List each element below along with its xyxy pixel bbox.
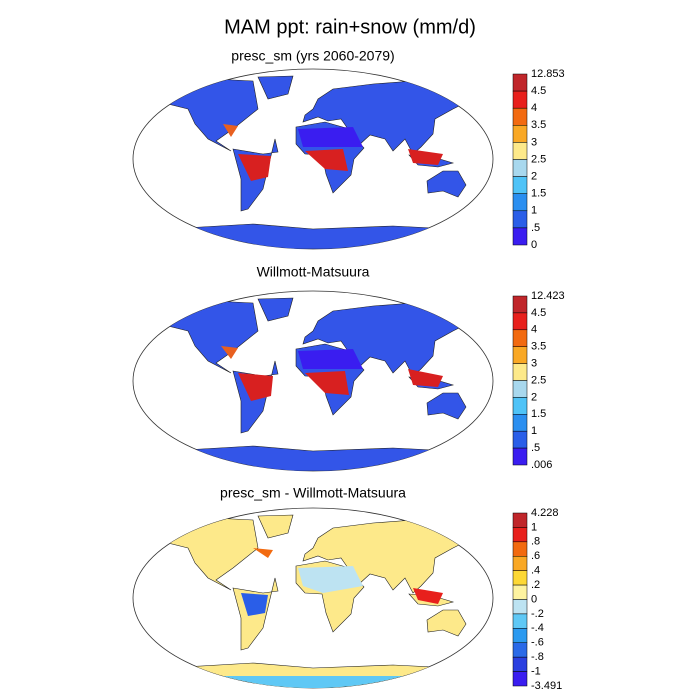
colorbar-label: -.4 bbox=[531, 622, 544, 634]
colorbar-box bbox=[512, 613, 528, 629]
anomaly-region bbox=[241, 593, 268, 616]
colorbar-label: 3 bbox=[531, 358, 537, 370]
colorbar-box bbox=[512, 584, 528, 600]
colorbar-label: .2 bbox=[531, 579, 540, 591]
colorbar-label: .6 bbox=[531, 550, 540, 562]
colorbar-box bbox=[512, 656, 528, 672]
colorbar-label: 1.5 bbox=[531, 188, 546, 200]
colorbar-box bbox=[512, 671, 528, 687]
colorbar-box bbox=[512, 628, 528, 643]
accent bbox=[221, 346, 443, 401]
colorbar-box bbox=[512, 541, 528, 557]
anomaly-region bbox=[298, 566, 363, 593]
colorbar-box bbox=[512, 380, 528, 398]
colorbar-box bbox=[512, 193, 528, 212]
colorbar-label: .006 bbox=[531, 459, 552, 471]
colorbar-box bbox=[512, 329, 528, 347]
map-panel bbox=[132, 68, 494, 250]
panel-title: presc_sm (yrs 2060-2079) bbox=[231, 48, 394, 64]
colorbar-label: 3 bbox=[531, 136, 537, 148]
wet-region bbox=[305, 149, 348, 171]
colorbar-box bbox=[512, 73, 528, 92]
colorbar-label: -.8 bbox=[531, 651, 544, 663]
colorbar-box bbox=[512, 527, 528, 543]
wet-region bbox=[408, 369, 443, 387]
map-panel bbox=[132, 507, 494, 689]
colorbar-box bbox=[512, 642, 528, 658]
colorbar-label: .5 bbox=[531, 442, 540, 454]
panel-title: presc_sm - Willmott-Matsuura bbox=[220, 485, 406, 501]
colorbar-box bbox=[512, 414, 528, 432]
anomaly-region bbox=[253, 548, 273, 558]
panel-title: Willmott-Matsuura bbox=[257, 264, 370, 280]
colorbar-label: 4.5 bbox=[531, 307, 546, 319]
wet-region bbox=[238, 154, 271, 181]
dry-region bbox=[298, 127, 363, 147]
map-panel bbox=[132, 290, 494, 472]
colorbar-box bbox=[512, 397, 528, 415]
wet-region bbox=[305, 371, 349, 395]
dry-region bbox=[298, 349, 363, 369]
colorbar-label: 2.5 bbox=[531, 153, 546, 165]
wet-region bbox=[221, 346, 238, 359]
colorbar-label: 4 bbox=[531, 102, 537, 114]
colorbar-label: 3.5 bbox=[531, 341, 546, 353]
colorbar-label: -.6 bbox=[531, 637, 544, 649]
colorbar-label: 0 bbox=[531, 239, 537, 251]
anomaly-region bbox=[133, 676, 493, 688]
colorbar-box bbox=[512, 142, 528, 160]
colorbar-label: -.2 bbox=[531, 608, 544, 620]
colorbar-box bbox=[512, 312, 528, 331]
colorbar-label: 3.5 bbox=[531, 119, 546, 131]
colorbar-label: 2.5 bbox=[531, 374, 546, 386]
colorbar-box bbox=[512, 556, 528, 571]
colorbar-label: .4 bbox=[531, 565, 540, 577]
colorbar-label: .5 bbox=[531, 222, 540, 234]
figure-title: MAM ppt: rain+snow (mm/d) bbox=[224, 16, 476, 38]
colorbar-box bbox=[512, 90, 528, 109]
colorbar-box bbox=[512, 570, 528, 586]
colorbar-label: 0 bbox=[531, 593, 537, 605]
colorbar-box bbox=[512, 363, 528, 381]
colorbar-box bbox=[512, 346, 528, 364]
colorbar-label: 12.423 bbox=[531, 290, 565, 302]
colorbar-label: 4 bbox=[531, 324, 537, 336]
colorbar-box bbox=[512, 176, 528, 194]
colorbar-label: 2 bbox=[531, 171, 537, 183]
anomaly-region bbox=[413, 588, 443, 604]
colorbar-label: 4.228 bbox=[531, 507, 559, 519]
colorbar-label: 12.853 bbox=[531, 68, 565, 80]
colorbar-label: -3.491 bbox=[531, 680, 562, 692]
colorbar-label: -1 bbox=[531, 665, 541, 677]
colorbar-box bbox=[512, 295, 528, 314]
colorbar-box bbox=[512, 227, 528, 246]
colorbar-label: .8 bbox=[531, 536, 540, 548]
colorbar-box bbox=[512, 599, 528, 615]
wet-region bbox=[223, 124, 238, 137]
colorbar-box bbox=[512, 107, 528, 126]
colorbar-label: 1 bbox=[531, 521, 537, 533]
colorbar-box bbox=[512, 430, 528, 449]
colorbar-label: 1.5 bbox=[531, 408, 546, 420]
colorbar-box bbox=[512, 125, 528, 143]
colorbar-box bbox=[512, 210, 528, 229]
wet-region bbox=[408, 149, 443, 165]
wet-region bbox=[238, 373, 273, 401]
colorbar-label: 1 bbox=[531, 205, 537, 217]
colorbar-box bbox=[512, 447, 528, 466]
colorbar-label: 1 bbox=[531, 425, 537, 437]
colorbar-box bbox=[512, 512, 528, 528]
colorbar-label: 2 bbox=[531, 391, 537, 403]
accent bbox=[223, 124, 443, 181]
colorbar-label: 4.5 bbox=[531, 85, 546, 97]
colorbar-box bbox=[512, 159, 528, 177]
